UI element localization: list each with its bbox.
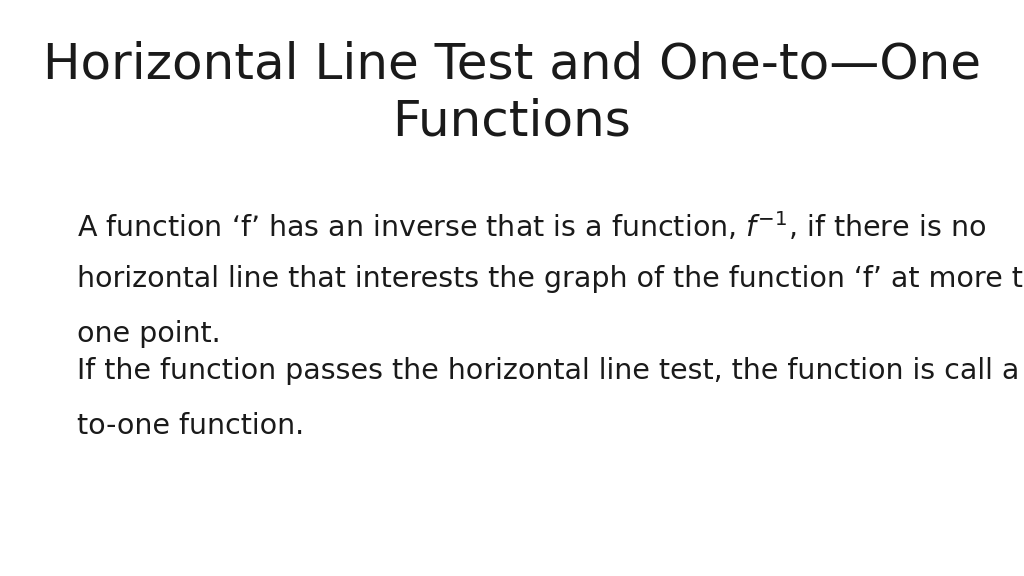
Text: If the function passes the horizontal line test, the function is call a one-: If the function passes the horizontal li… <box>77 357 1024 385</box>
Text: one point.: one point. <box>77 320 220 348</box>
Text: horizontal line that interests the graph of the function ‘f’ at more than: horizontal line that interests the graph… <box>77 265 1024 293</box>
Text: A function ‘f’ has an inverse that is a function, $f^{-1}$, if there is no: A function ‘f’ has an inverse that is a … <box>77 210 986 243</box>
Text: to-one function.: to-one function. <box>77 412 304 440</box>
Text: Horizontal Line Test and One-to—One
Functions: Horizontal Line Test and One-to—One Func… <box>43 40 981 146</box>
